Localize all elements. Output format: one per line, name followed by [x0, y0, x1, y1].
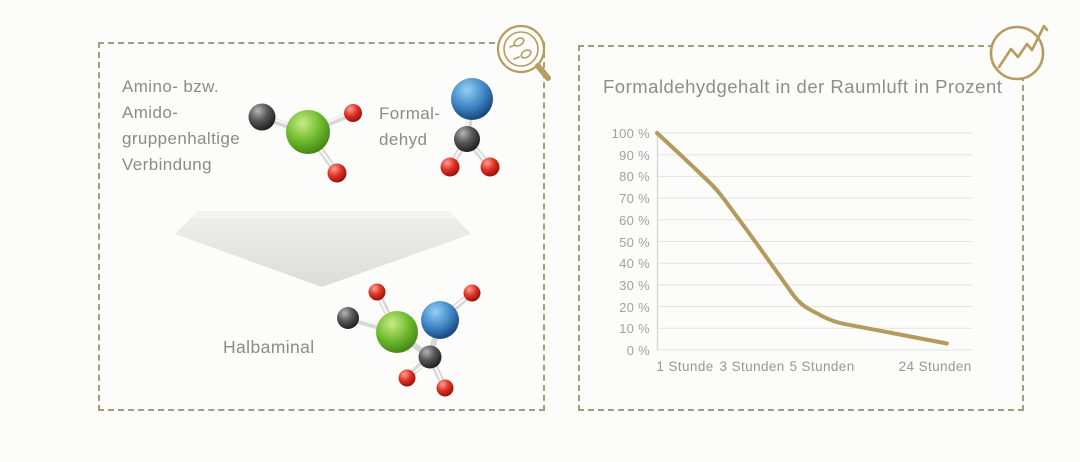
y-tick-label: 70 %: [619, 191, 650, 207]
y-tick-label: 100 %: [611, 126, 650, 141]
product-label: Halbaminal: [223, 337, 315, 357]
magnifier-icon: [496, 24, 551, 81]
y-tick-label: 20 %: [619, 299, 650, 315]
x-tick-label: 3 Stunden: [719, 359, 785, 374]
trend-chart-icon: [989, 24, 1049, 81]
chart-title: Formaldehydgehalt in der Raumluft in Pro…: [603, 76, 1003, 97]
y-tick-label: 60 %: [619, 212, 650, 228]
plot-area: [655, 131, 972, 351]
formaldehyde-label: Formal- dehyd: [379, 104, 441, 149]
reaction-diagram-panel: [98, 42, 545, 411]
chart-panel: [578, 45, 1024, 411]
y-tick-label: 0 %: [626, 343, 650, 358]
x-tick-label: 1 Stunde: [656, 359, 714, 374]
y-tick-label: 10 %: [619, 321, 650, 337]
y-tick-label: 80 %: [619, 169, 650, 185]
x-tick-label: 24 Stunden: [898, 359, 972, 374]
x-tick-label: 5 Stunden: [789, 359, 855, 374]
reactant-label: Amino- bzw. Amido- gruppenhaltige Verbin…: [122, 77, 241, 174]
y-tick-label: 40 %: [619, 256, 650, 272]
y-tick-label: 30 %: [619, 277, 650, 293]
y-tick-label: 50 %: [619, 234, 650, 250]
y-tick-label: 90 %: [619, 147, 650, 163]
chart-line: [655, 131, 949, 346]
line-chart: 100 % 90 % 80 % 70 % 60 % 50 % 40 % 30 % 20 % 10 …: [595, 125, 1005, 390]
